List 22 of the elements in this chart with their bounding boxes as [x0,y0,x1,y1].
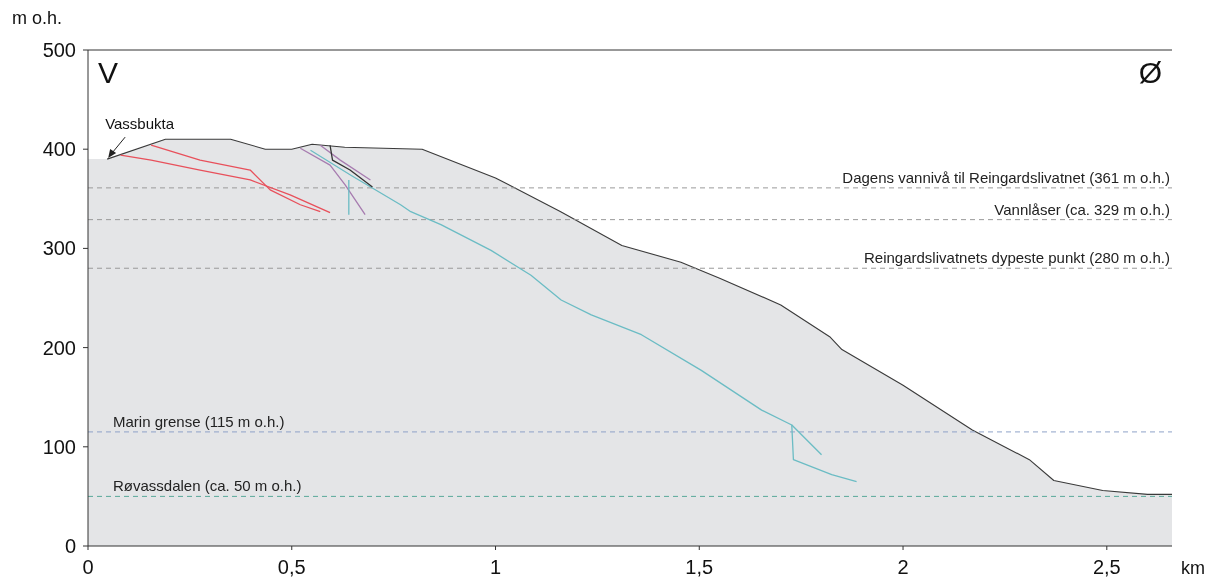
x-tick-label: 1,5 [685,556,714,578]
ref-line-label: Marin grense (115 m o.h.) [113,412,285,430]
annotation: V [98,56,119,89]
y-axis-title: m o.h. [12,8,63,28]
y-tick-label: 200 [42,336,76,359]
x-tick-label: 2 [897,556,909,578]
y-tick-label: 100 [42,435,76,458]
x-tick-label: 2,5 [1092,556,1121,578]
annotation: Vassbukta [105,115,175,133]
x-tick-label: 1 [489,556,502,578]
y-tick-label: 400 [42,138,76,161]
x-axis-title: km [1181,558,1205,578]
y-tick-label: 500 [42,39,76,61]
ref-line-label: Reingardslivatnets dypeste punkt (280 m o.h.) [864,249,1170,267]
ref-line-label: Vannlåser (ca. 329 m o.h.) [994,200,1170,218]
ref-line-label: Røvassdalen (ca. 50 m o.h.) [113,477,302,495]
ref-line-label: Dagens vannivå til Reingardslivatnet (361 m o.h.) [842,168,1170,186]
y-tick-label: 0 [64,535,76,557]
annotation: Ø [1138,56,1162,89]
y-tick-label: 300 [42,237,76,260]
x-tick-label: 0,5 [277,556,306,578]
x-tick-label: 0 [82,556,94,578]
